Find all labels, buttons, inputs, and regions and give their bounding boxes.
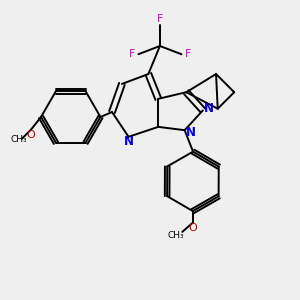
Text: O: O (27, 130, 35, 140)
Text: O: O (188, 223, 197, 233)
Text: N: N (124, 135, 134, 148)
Text: F: F (185, 49, 191, 59)
Text: N: N (186, 126, 196, 139)
Text: F: F (129, 49, 135, 59)
Text: N: N (204, 102, 214, 115)
Text: F: F (157, 14, 163, 24)
Text: CH₃: CH₃ (10, 135, 27, 144)
Text: CH₃: CH₃ (167, 231, 184, 240)
